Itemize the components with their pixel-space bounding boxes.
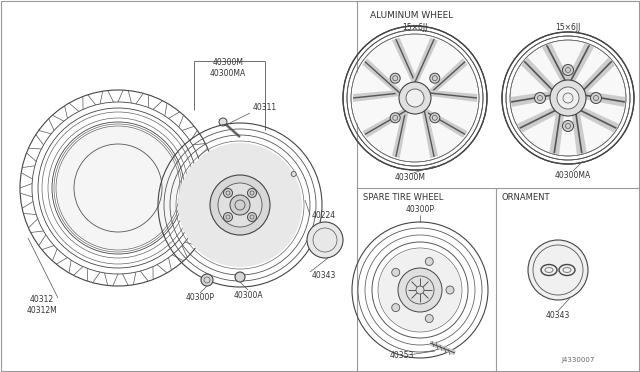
Circle shape	[528, 240, 588, 300]
Polygon shape	[521, 58, 559, 97]
Circle shape	[248, 189, 257, 198]
Circle shape	[392, 304, 400, 312]
Text: 40300P: 40300P	[186, 294, 214, 302]
Circle shape	[430, 73, 440, 83]
Circle shape	[248, 212, 257, 221]
Text: ORNAMENT: ORNAMENT	[502, 192, 550, 202]
Text: 40343: 40343	[546, 311, 570, 320]
Polygon shape	[392, 38, 418, 83]
Circle shape	[219, 118, 227, 126]
Text: 40353: 40353	[390, 350, 414, 359]
Polygon shape	[422, 109, 467, 138]
Circle shape	[223, 212, 232, 221]
Polygon shape	[353, 61, 400, 98]
Circle shape	[563, 121, 573, 131]
Circle shape	[223, 189, 232, 198]
Polygon shape	[430, 90, 477, 102]
Text: 15×6JJ: 15×6JJ	[556, 23, 580, 32]
Circle shape	[550, 80, 586, 116]
Circle shape	[563, 64, 573, 76]
Circle shape	[307, 222, 343, 258]
Text: 40312
40312M: 40312 40312M	[27, 295, 58, 315]
Ellipse shape	[541, 264, 557, 276]
Circle shape	[178, 143, 302, 267]
Bar	[318, 238, 326, 248]
Text: 40300P: 40300P	[406, 205, 435, 215]
Polygon shape	[511, 90, 557, 107]
Text: 15×6JJ: 15×6JJ	[403, 23, 428, 32]
Circle shape	[534, 93, 545, 103]
Circle shape	[511, 41, 625, 155]
Circle shape	[235, 272, 245, 282]
Circle shape	[430, 113, 440, 123]
Text: 40300M: 40300M	[394, 173, 426, 183]
Polygon shape	[353, 90, 400, 102]
Circle shape	[201, 274, 213, 286]
Circle shape	[398, 268, 442, 312]
Ellipse shape	[559, 264, 575, 276]
Polygon shape	[579, 90, 625, 107]
Circle shape	[210, 175, 270, 235]
Polygon shape	[428, 58, 467, 96]
Polygon shape	[571, 107, 587, 154]
Text: ALUMINUM WHEEL: ALUMINUM WHEEL	[370, 10, 453, 19]
Circle shape	[352, 35, 478, 161]
Text: 40311: 40311	[253, 103, 277, 112]
Polygon shape	[424, 111, 465, 157]
Circle shape	[230, 195, 250, 215]
Polygon shape	[511, 61, 557, 102]
Text: 40300MA: 40300MA	[555, 170, 591, 180]
Circle shape	[425, 315, 433, 323]
Bar	[357, 1, 639, 371]
Circle shape	[392, 268, 400, 276]
Circle shape	[425, 257, 433, 266]
Polygon shape	[564, 43, 594, 87]
Polygon shape	[430, 61, 477, 98]
Circle shape	[218, 183, 262, 227]
Polygon shape	[520, 108, 561, 153]
Circle shape	[406, 89, 424, 107]
Text: 40300A: 40300A	[233, 291, 263, 299]
Text: 40343: 40343	[312, 270, 337, 279]
Text: J4330007: J4330007	[562, 357, 595, 363]
Polygon shape	[365, 111, 406, 157]
Polygon shape	[573, 104, 619, 132]
Text: SPARE TIRE WHEEL: SPARE TIRE WHEEL	[363, 192, 444, 202]
Circle shape	[557, 87, 579, 109]
Polygon shape	[362, 109, 407, 138]
Polygon shape	[575, 108, 616, 153]
Polygon shape	[549, 107, 565, 154]
Circle shape	[446, 286, 454, 294]
Circle shape	[390, 73, 400, 83]
Polygon shape	[362, 58, 401, 96]
Text: 40224: 40224	[312, 211, 336, 219]
Polygon shape	[547, 41, 589, 86]
Text: 40300M
40300MA: 40300M 40300MA	[210, 58, 246, 78]
Circle shape	[399, 82, 431, 114]
Polygon shape	[412, 38, 438, 83]
Polygon shape	[577, 58, 615, 97]
Polygon shape	[542, 43, 572, 87]
Circle shape	[591, 93, 602, 103]
Circle shape	[291, 171, 296, 176]
Circle shape	[56, 126, 180, 250]
Polygon shape	[517, 104, 563, 132]
Polygon shape	[422, 110, 438, 158]
Polygon shape	[579, 61, 625, 102]
Circle shape	[379, 249, 461, 331]
Circle shape	[390, 113, 400, 123]
Circle shape	[416, 286, 424, 294]
Polygon shape	[392, 110, 408, 158]
Polygon shape	[396, 36, 434, 82]
